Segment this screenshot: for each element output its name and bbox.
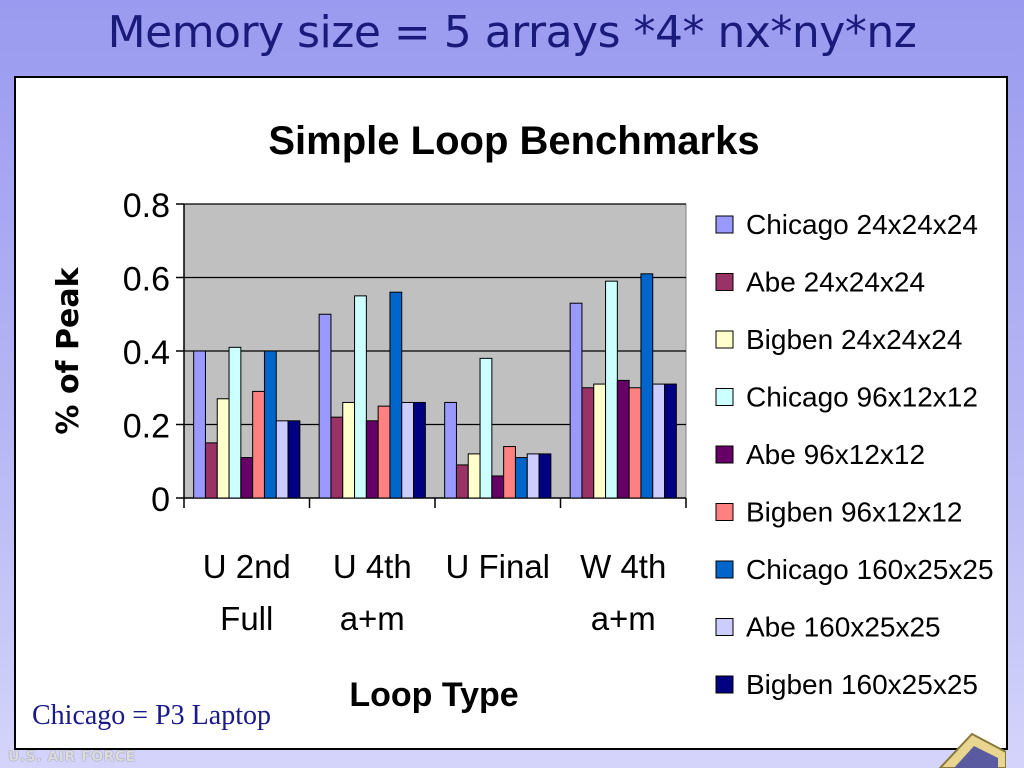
legend-entry: Abe 24x24x24 xyxy=(746,267,925,298)
bar xyxy=(640,273,654,499)
bar xyxy=(605,280,618,499)
bar xyxy=(240,457,254,499)
bar xyxy=(491,475,505,499)
bar xyxy=(330,416,344,499)
bar xyxy=(354,295,367,499)
bar xyxy=(389,291,403,499)
bar xyxy=(193,350,206,499)
legend-entry: Chicago 96x12x12 xyxy=(746,382,978,413)
y-tick-label: 0 xyxy=(151,481,170,519)
bar xyxy=(318,313,332,499)
legend-swatch xyxy=(715,503,734,521)
bar xyxy=(467,453,481,499)
bar xyxy=(538,453,552,499)
legend-entry: Abe 160x25x25 xyxy=(746,612,941,643)
bar xyxy=(413,401,426,499)
bar xyxy=(593,383,607,499)
bar-chart: Simple Loop Benchmarks % of Peak Loop Ty… xyxy=(51,119,994,714)
footnote: Chicago = P3 Laptop xyxy=(28,700,275,732)
legend-swatch xyxy=(715,445,734,464)
legend-swatch xyxy=(715,330,734,349)
x-tick-label: U Final xyxy=(445,548,550,585)
seal-emblem xyxy=(938,732,1006,768)
bar xyxy=(503,446,516,499)
x-tick-label: U 4th xyxy=(333,548,412,585)
bar xyxy=(216,398,230,499)
bar xyxy=(664,383,677,499)
bar xyxy=(401,401,415,499)
bar xyxy=(263,350,277,499)
bar xyxy=(581,387,595,499)
legend-entry: Chicago 160x25x25 xyxy=(746,554,994,585)
bar xyxy=(342,401,356,499)
y-tick-label: 0.8 xyxy=(123,187,170,225)
x-tick-label: Full xyxy=(220,600,273,637)
bar xyxy=(377,405,391,499)
air-force-logo: U.S. AIR FORCE xyxy=(8,749,136,765)
x-tick-label: a+m xyxy=(340,600,405,637)
legend-entry: Bigben 24x24x24 xyxy=(746,324,962,355)
legend-entry: Chicago 24x24x24 xyxy=(746,209,978,240)
bar xyxy=(616,379,630,499)
bar xyxy=(204,442,218,499)
bar xyxy=(365,420,379,499)
legend-swatch xyxy=(715,618,734,636)
legend-swatch xyxy=(715,215,734,234)
chart-frame: Simple Loop Benchmarks % of Peak Loop Ty… xyxy=(14,76,1008,750)
bar xyxy=(569,302,583,499)
bar xyxy=(228,346,242,499)
legend-entry: Abe 96x12x12 xyxy=(746,439,925,470)
chart-title: Simple Loop Benchmarks xyxy=(268,119,759,163)
x-tick-label: a+m xyxy=(591,600,656,637)
bar xyxy=(628,387,642,499)
bar xyxy=(252,390,265,499)
legend-swatch xyxy=(715,560,734,579)
bar xyxy=(275,420,289,499)
x-axis-label: Loop Type xyxy=(349,676,518,714)
legend-entry: Bigben 96x12x12 xyxy=(746,497,962,528)
bar xyxy=(444,401,457,499)
y-axis-label: % of Peak xyxy=(51,266,86,434)
legend-swatch xyxy=(715,273,734,291)
bar xyxy=(455,464,469,499)
bar xyxy=(526,453,540,499)
y-tick-label: 0.4 xyxy=(123,334,170,372)
y-tick-label: 0.6 xyxy=(123,261,170,299)
x-tick-label: U 2nd xyxy=(203,548,291,585)
bar xyxy=(514,457,528,499)
slide-title: Memory size = 5 arrays *4* nx*ny*nz xyxy=(107,7,917,58)
x-tick-label: W 4th xyxy=(580,548,666,585)
bar xyxy=(287,420,301,499)
bar xyxy=(652,383,666,499)
bar xyxy=(479,357,493,499)
legend-entry: Bigben 160x25x25 xyxy=(746,669,978,700)
legend-swatch xyxy=(715,388,734,406)
legend-swatch xyxy=(715,675,734,694)
y-tick-label: 0.2 xyxy=(123,408,170,446)
